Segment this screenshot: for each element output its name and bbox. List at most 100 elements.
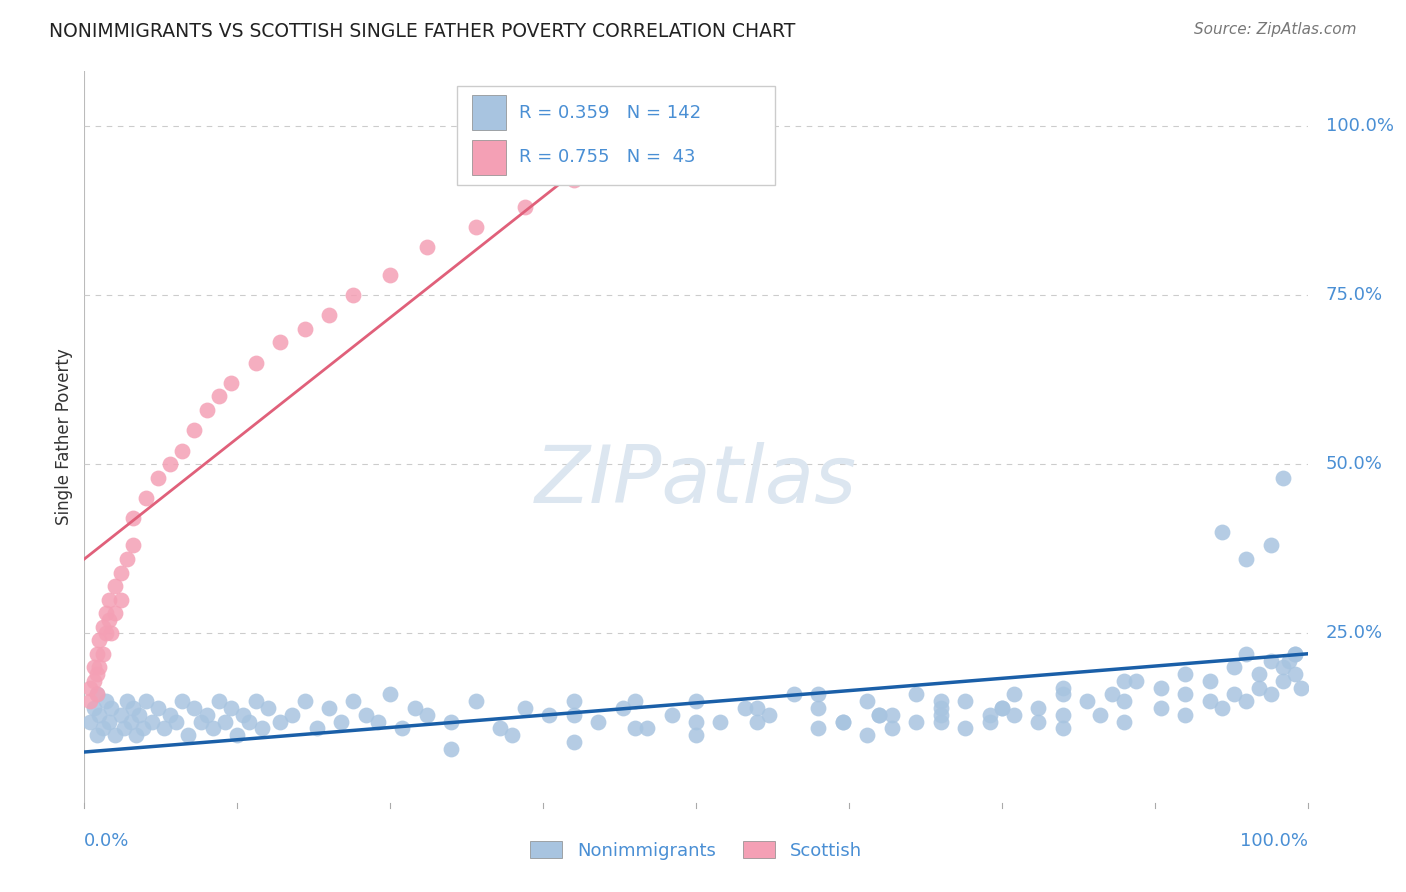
Point	[245, 694, 267, 708]
Point	[318, 308, 340, 322]
Point	[146, 471, 169, 485]
Point	[1114, 694, 1136, 708]
Point	[122, 701, 145, 715]
Point	[661, 707, 683, 722]
Point	[91, 647, 114, 661]
Point	[929, 707, 952, 722]
Point	[831, 714, 853, 729]
Point	[146, 701, 169, 715]
Point	[1125, 673, 1147, 688]
Point	[1088, 707, 1111, 722]
Point	[1247, 667, 1270, 681]
Point	[367, 714, 389, 729]
Point	[250, 721, 273, 735]
Point	[132, 721, 155, 735]
Point	[929, 714, 952, 729]
Point	[1278, 654, 1301, 668]
Point	[380, 688, 402, 702]
Point	[929, 701, 952, 715]
Point	[100, 701, 122, 715]
Point	[219, 701, 242, 715]
Point	[489, 721, 512, 735]
Point	[153, 721, 176, 735]
Point	[195, 403, 218, 417]
Point	[807, 701, 830, 715]
Point	[783, 688, 806, 702]
Point	[1234, 647, 1257, 661]
Point	[83, 673, 105, 688]
Point	[562, 694, 585, 708]
Point	[1150, 681, 1173, 695]
Point	[183, 701, 205, 715]
Point	[586, 714, 609, 729]
Point	[404, 701, 426, 715]
Point	[318, 701, 340, 715]
Point	[294, 322, 316, 336]
Point	[1272, 660, 1295, 674]
Point	[1052, 688, 1074, 702]
Point	[294, 694, 316, 708]
Point	[115, 694, 138, 708]
Point	[1114, 673, 1136, 688]
Point	[1211, 524, 1233, 539]
Point	[87, 660, 110, 674]
Text: 25.0%: 25.0%	[1326, 624, 1384, 642]
Point	[624, 119, 647, 133]
Point	[208, 694, 231, 708]
FancyBboxPatch shape	[457, 86, 776, 185]
Point	[1272, 673, 1295, 688]
Point	[1198, 673, 1220, 688]
Point	[83, 701, 105, 715]
Point	[238, 714, 260, 729]
Point	[624, 721, 647, 735]
Point	[599, 139, 621, 153]
Point	[269, 335, 291, 350]
Point	[1223, 660, 1246, 674]
Point	[856, 694, 879, 708]
Point	[990, 701, 1012, 715]
Point	[1260, 654, 1282, 668]
Point	[172, 694, 194, 708]
Point	[880, 721, 903, 735]
Point	[440, 714, 463, 729]
Point	[232, 707, 254, 722]
Point	[183, 423, 205, 437]
Point	[269, 714, 291, 729]
Point	[97, 613, 120, 627]
Point	[330, 714, 353, 729]
Point	[685, 714, 707, 729]
Point	[1002, 707, 1025, 722]
Point	[1114, 714, 1136, 729]
Text: Source: ZipAtlas.com: Source: ZipAtlas.com	[1194, 22, 1357, 37]
Point	[685, 728, 707, 742]
Point	[685, 694, 707, 708]
Point	[391, 721, 413, 735]
Point	[1198, 694, 1220, 708]
Point	[128, 707, 150, 722]
Text: 0.0%: 0.0%	[84, 832, 129, 850]
Point	[1211, 701, 1233, 715]
Point	[380, 268, 402, 282]
Point	[807, 721, 830, 735]
Point	[115, 552, 138, 566]
Point	[1234, 552, 1257, 566]
Point	[219, 376, 242, 390]
Point	[1284, 647, 1306, 661]
Point	[245, 355, 267, 369]
Point	[709, 714, 731, 729]
Point	[342, 694, 364, 708]
Point	[177, 728, 200, 742]
Point	[1052, 721, 1074, 735]
Point	[135, 694, 157, 708]
Point	[87, 633, 110, 648]
Point	[1291, 681, 1313, 695]
Point	[97, 592, 120, 607]
Point	[1174, 667, 1197, 681]
Point	[172, 443, 194, 458]
Point	[79, 714, 101, 729]
Point	[79, 681, 101, 695]
Point	[165, 714, 187, 729]
Point	[513, 701, 536, 715]
Point	[1076, 694, 1098, 708]
Point	[624, 694, 647, 708]
